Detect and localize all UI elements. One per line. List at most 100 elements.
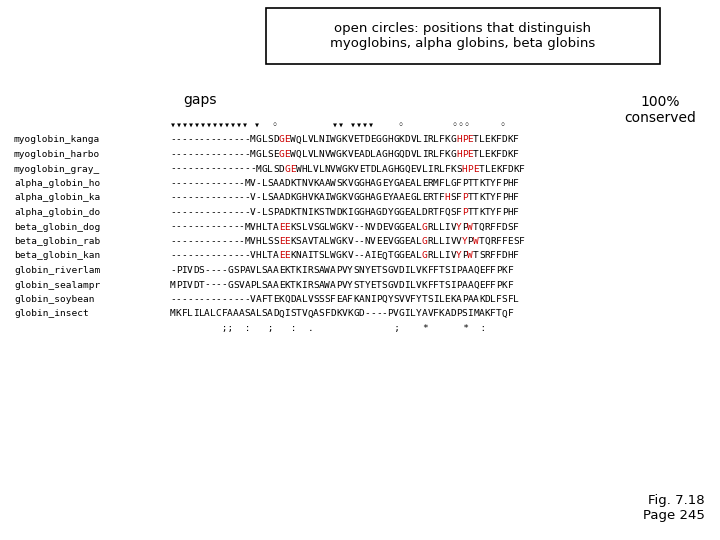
Text: A: A xyxy=(296,295,302,304)
Text: F: F xyxy=(513,252,519,260)
Text: -: - xyxy=(216,295,222,304)
Text: E: E xyxy=(479,266,485,275)
Text: V: V xyxy=(347,252,353,260)
Text: L: L xyxy=(261,222,267,232)
Text: K: K xyxy=(341,150,347,159)
Text: T: T xyxy=(473,208,479,217)
Text: S: S xyxy=(313,266,319,275)
Text: V: V xyxy=(187,280,193,289)
Text: G: G xyxy=(399,309,405,319)
Text: D: D xyxy=(502,150,508,159)
Text: L: L xyxy=(416,252,422,260)
Text: -: - xyxy=(204,208,210,217)
Text: beta_globin_kan: beta_globin_kan xyxy=(14,252,100,260)
Text: V: V xyxy=(353,165,359,173)
Text: S: S xyxy=(267,179,273,188)
Text: G: G xyxy=(341,165,347,173)
Text: H: H xyxy=(444,193,450,202)
Text: A: A xyxy=(273,222,279,232)
Text: -: - xyxy=(222,266,228,275)
Text: E: E xyxy=(284,136,290,145)
Text: T: T xyxy=(467,208,473,217)
Text: A: A xyxy=(279,193,284,202)
Text: F: F xyxy=(490,280,496,289)
Text: -: - xyxy=(376,309,382,319)
Text: A: A xyxy=(302,252,307,260)
Text: L: L xyxy=(439,222,444,232)
Text: -: - xyxy=(382,309,387,319)
Text: I: I xyxy=(422,150,428,159)
Text: -: - xyxy=(222,280,228,289)
Text: V: V xyxy=(393,280,399,289)
Text: R: R xyxy=(490,237,496,246)
Text: G: G xyxy=(399,165,405,173)
Text: W: W xyxy=(325,266,330,275)
Text: G: G xyxy=(399,237,405,246)
Text: P: P xyxy=(376,295,382,304)
Text: P: P xyxy=(467,237,473,246)
Text: -: - xyxy=(228,208,233,217)
Text: L: L xyxy=(433,136,439,145)
Text: K: K xyxy=(336,309,341,319)
Text: T: T xyxy=(376,280,382,289)
Text: -: - xyxy=(204,150,210,159)
Text: G: G xyxy=(256,136,261,145)
Text: G: G xyxy=(387,280,393,289)
Text: E: E xyxy=(405,252,410,260)
Text: I: I xyxy=(370,295,376,304)
Text: F: F xyxy=(261,295,267,304)
Text: F: F xyxy=(433,280,439,289)
Text: I: I xyxy=(181,266,187,275)
Text: -: - xyxy=(233,193,238,202)
Text: V: V xyxy=(370,237,376,246)
Text: N: N xyxy=(319,150,325,159)
Text: H: H xyxy=(364,179,370,188)
Text: -: - xyxy=(238,208,244,217)
Text: L: L xyxy=(261,150,267,159)
Text: -: - xyxy=(233,295,238,304)
Text: Q: Q xyxy=(405,165,410,173)
Text: Q: Q xyxy=(473,266,479,275)
Text: G: G xyxy=(319,222,325,232)
Text: Y: Y xyxy=(456,252,462,260)
Text: -: - xyxy=(256,179,261,188)
Text: T: T xyxy=(473,150,479,159)
Text: T: T xyxy=(422,295,428,304)
Text: -: - xyxy=(176,222,181,232)
Text: T: T xyxy=(376,266,382,275)
Text: E: E xyxy=(467,150,473,159)
Text: T: T xyxy=(439,280,444,289)
Text: -: - xyxy=(353,237,359,246)
Text: T: T xyxy=(290,266,296,275)
Text: L: L xyxy=(261,208,267,217)
Text: K: K xyxy=(439,309,444,319)
Text: Y: Y xyxy=(416,309,422,319)
Text: L: L xyxy=(433,237,439,246)
Text: H: H xyxy=(387,150,393,159)
Text: -: - xyxy=(176,193,181,202)
Text: H: H xyxy=(364,193,370,202)
Text: -: - xyxy=(238,295,244,304)
Text: V: V xyxy=(313,165,319,173)
Text: L: L xyxy=(325,237,330,246)
Text: F: F xyxy=(496,237,502,246)
Text: T: T xyxy=(485,193,490,202)
Text: F: F xyxy=(490,309,496,319)
Text: A: A xyxy=(319,266,325,275)
Text: E: E xyxy=(370,136,376,145)
Text: S: S xyxy=(267,208,273,217)
Text: L: L xyxy=(416,150,422,159)
Text: Fig. 7.18
Page 245: Fig. 7.18 Page 245 xyxy=(643,494,705,522)
Text: F: F xyxy=(456,193,462,202)
Text: H: H xyxy=(393,165,399,173)
Text: globin_insect: globin_insect xyxy=(14,309,89,319)
Text: M: M xyxy=(473,309,479,319)
Text: H: H xyxy=(256,237,261,246)
Text: P: P xyxy=(176,280,181,289)
Text: -: - xyxy=(244,165,250,173)
Text: L: L xyxy=(302,222,307,232)
Text: -: - xyxy=(170,165,176,173)
Text: F: F xyxy=(513,179,519,188)
Text: G: G xyxy=(353,193,359,202)
Text: L: L xyxy=(302,136,307,145)
